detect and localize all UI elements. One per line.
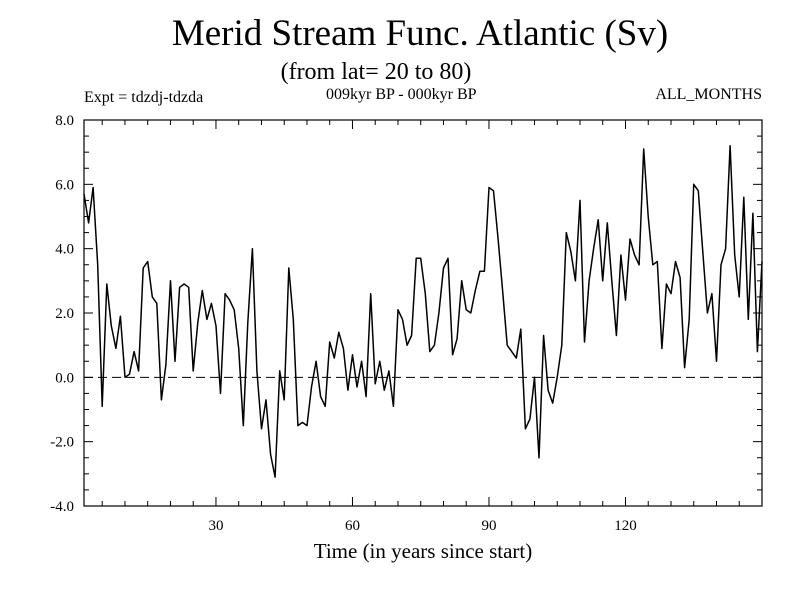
period-label: 009kyr BP - 000kyr BP <box>326 86 477 103</box>
x-tick-label: 60 <box>345 518 360 534</box>
y-tick-label: 6.0 <box>55 177 74 193</box>
y-tick-label: -2.0 <box>50 435 74 451</box>
experiment-label: Expt = tdzdj-tdzda <box>84 89 204 106</box>
plot-frame <box>83 119 763 507</box>
series-line <box>83 144 763 478</box>
chart-subtitle: (from lat= 20 to 80) <box>280 59 472 85</box>
y-tick-label: 8.0 <box>55 113 74 129</box>
x-tick-label: 90 <box>481 518 496 534</box>
x-tick-label: 120 <box>614 518 637 534</box>
y-tick-label: 0.0 <box>55 370 74 386</box>
y-tick-label: -4.0 <box>50 499 74 515</box>
months-label: ALL_MONTHS <box>655 86 762 103</box>
chart-title: Merid Stream Func. Atlantic (Sv) <box>171 13 669 54</box>
x-axis-label: Time (in years since start) <box>314 539 533 563</box>
x-tick-label: 30 <box>208 518 223 534</box>
y-tick-label: 4.0 <box>55 242 74 258</box>
y-tick-label: 2.0 <box>55 306 74 322</box>
